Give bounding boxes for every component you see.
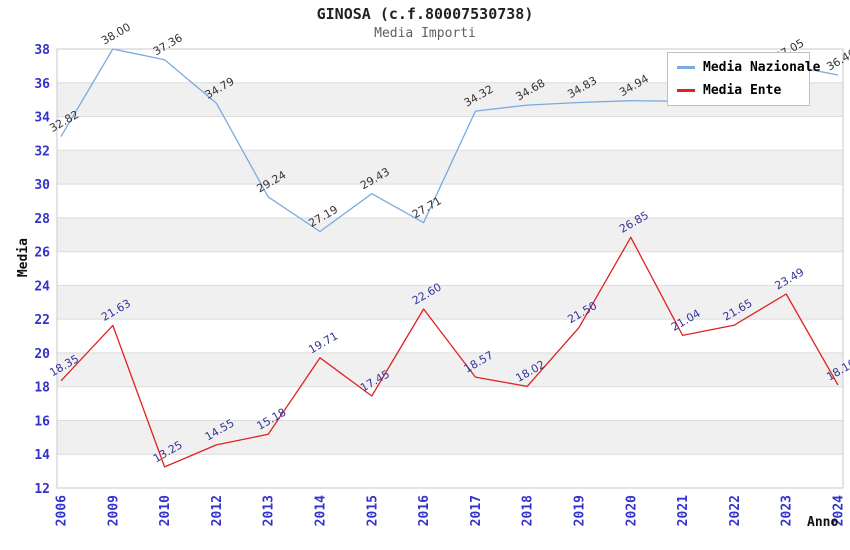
x-tick-label: 2019 <box>573 495 588 526</box>
legend-item-media-nazionale: Media Nazionale <box>677 60 820 75</box>
legend-item-media-ente: Media Ente <box>677 83 801 98</box>
media-nazionale-swatch-icon <box>677 66 695 69</box>
y-tick-label: 26 <box>34 246 50 261</box>
y-tick-label: 32 <box>34 144 50 159</box>
y-tick-label: 34 <box>34 111 50 126</box>
x-axis-title: Anno <box>807 515 839 530</box>
y-tick-label: 18 <box>34 381 50 396</box>
plot-band <box>57 420 843 455</box>
x-tick-label: 2020 <box>624 495 639 526</box>
x-tick-label: 2009 <box>106 495 121 526</box>
y-tick-label: 38 <box>34 43 50 58</box>
x-tick-label: 2014 <box>314 495 329 526</box>
x-tick-label: 2024 <box>832 495 847 526</box>
plot-band <box>57 217 843 252</box>
data-point-label: 36.46 <box>824 46 850 73</box>
media-ente-line <box>60 236 839 468</box>
x-tick-label: 2013 <box>262 495 277 526</box>
data-point-label: 37.36 <box>151 31 185 58</box>
y-tick-label: 16 <box>34 414 50 429</box>
x-tick-label: 2012 <box>210 495 225 526</box>
x-tick-label: 2022 <box>728 495 743 526</box>
x-tick-label: 2023 <box>780 495 795 526</box>
media-ente-swatch-icon <box>677 89 695 92</box>
y-tick-label: 14 <box>34 448 50 463</box>
x-tick-label: 2021 <box>676 495 691 526</box>
x-tick-label: 2006 <box>55 495 70 526</box>
legend-label-media-nazionale: Media Nazionale <box>703 60 821 75</box>
chart-title: GINOSA (c.f.80007530738) <box>316 5 534 23</box>
y-tick-label: 24 <box>34 279 50 294</box>
x-tick-label: 2016 <box>417 495 432 526</box>
x-tick-label: 2010 <box>158 495 173 526</box>
legend: Media Nazionale Media Ente <box>667 52 820 106</box>
plot-frame <box>56 48 844 489</box>
x-tick-label: 2017 <box>469 495 484 526</box>
x-tick-label: 2018 <box>521 495 536 526</box>
y-tick-label: 28 <box>34 212 50 227</box>
plot-band <box>57 285 843 320</box>
y-tick-label: 12 <box>34 482 50 497</box>
data-point-label: 38.00 <box>99 20 133 47</box>
y-tick-label: 36 <box>34 77 50 92</box>
y-tick-label: 20 <box>34 347 50 362</box>
legend-label-media-ente: Media Ente <box>703 83 782 98</box>
y-axis-title: Media <box>16 238 31 278</box>
x-tick-label: 2015 <box>365 495 380 526</box>
chart-subtitle: Media Importi <box>374 26 476 41</box>
y-tick-label: 30 <box>34 178 50 193</box>
y-tick-label: 22 <box>34 313 50 328</box>
data-point-label: 19.71 <box>306 329 340 356</box>
plot-band <box>57 352 843 387</box>
